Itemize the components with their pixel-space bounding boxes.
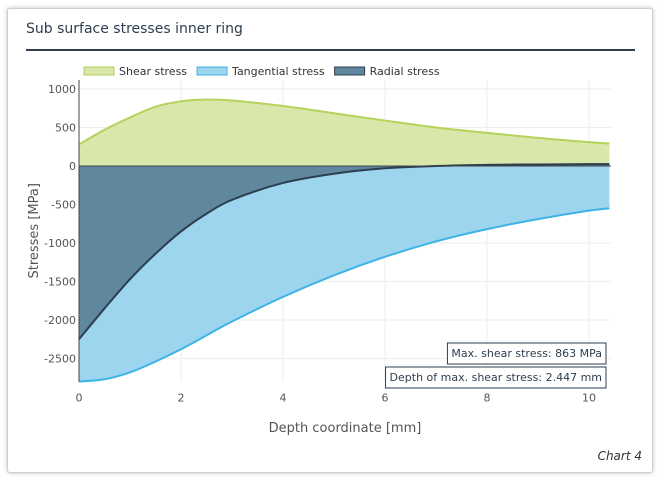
y-tick-label: -1000 bbox=[44, 237, 76, 250]
x-tick-label: 8 bbox=[484, 392, 491, 405]
y-tick-label: -2000 bbox=[44, 314, 76, 327]
x-tick-label: 2 bbox=[178, 392, 185, 405]
y-tick-label: -2500 bbox=[44, 353, 76, 366]
title-divider bbox=[26, 49, 635, 51]
chart-caption: Chart 4 bbox=[597, 449, 642, 463]
x-tick-label: 0 bbox=[76, 392, 83, 405]
legend-swatch-tangential-stress bbox=[196, 66, 228, 76]
legend-label-radial-stress: Radial stress bbox=[370, 65, 440, 78]
tangential-stress-area bbox=[79, 166, 610, 382]
annotation-text: Max. shear stress: 863 MPa bbox=[451, 347, 602, 360]
legend-label-tangential-stress: Tangential stress bbox=[231, 65, 325, 78]
chart-title: Sub surface stresses inner ring bbox=[26, 21, 243, 37]
shear-stress-area bbox=[79, 99, 610, 166]
radial-stress-area bbox=[79, 164, 610, 340]
legend-label-shear-stress: Shear stress bbox=[119, 65, 187, 78]
y-tick-label: -500 bbox=[51, 199, 76, 212]
y-tick-label: 0 bbox=[69, 160, 76, 173]
x-tick-label: 6 bbox=[382, 392, 389, 405]
x-tick-label: 10 bbox=[582, 392, 596, 405]
annotation-box bbox=[446, 342, 607, 365]
radial-stress-line bbox=[78, 163, 610, 340]
legend-swatch-radial-stress bbox=[334, 66, 366, 76]
annotation-text: Depth of max. shear stress: 2.447 mm bbox=[390, 371, 602, 384]
shear-stress-line bbox=[78, 98, 610, 146]
x-tick-label: 4 bbox=[280, 392, 287, 405]
y-axis-title: Stresses [MPa] bbox=[27, 183, 42, 278]
annotation-box bbox=[385, 366, 607, 389]
legend-swatch-shear-stress bbox=[83, 66, 115, 76]
tangential-stress-line bbox=[78, 207, 610, 383]
y-tick-label: 500 bbox=[55, 122, 76, 135]
x-axis-title: Depth coordinate [mm] bbox=[269, 421, 422, 436]
y-tick-label: 1000 bbox=[48, 83, 76, 96]
y-tick-label: -1500 bbox=[44, 276, 76, 289]
